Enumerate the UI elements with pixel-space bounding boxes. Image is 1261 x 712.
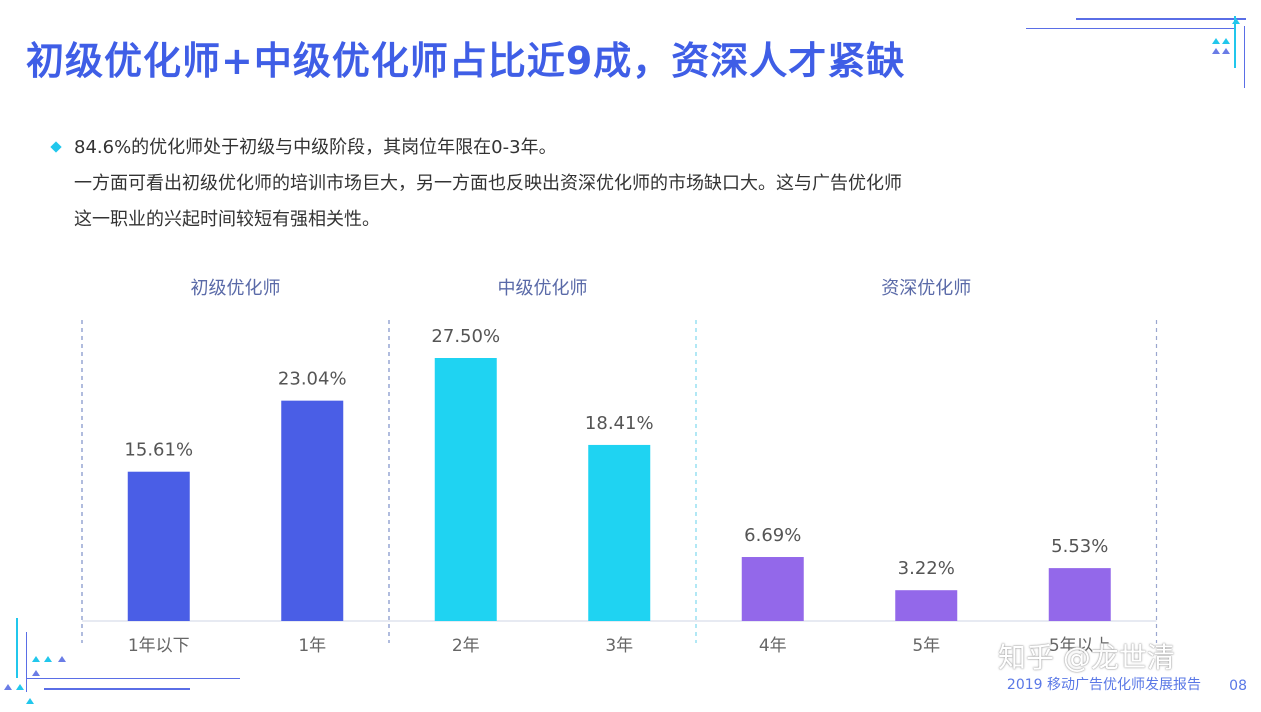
bar (1048, 568, 1111, 621)
bar (281, 400, 344, 621)
bar (895, 590, 958, 621)
data-label: 6.69% (744, 525, 801, 546)
bullet-item: 这一职业的兴起时间较短有强相关性。 (50, 202, 902, 238)
x-tick-label: 1年以下 (128, 636, 190, 656)
bar (127, 471, 190, 621)
data-label: 23.04% (278, 369, 347, 390)
watermark: 知乎 @龙世清 (998, 641, 1175, 674)
group-label: 初级优化师 (191, 278, 281, 299)
x-tick-label: 5年以上 (1049, 636, 1111, 656)
bullet-list: 84.6%的优化师处于初级与中级阶段，其岗位年限在0-3年。 一方面可看出初级优… (50, 130, 902, 238)
data-label: 27.50% (431, 326, 500, 347)
bullet-text: 84.6%的优化师处于初级与中级阶段，其岗位年限在0-3年。 (74, 137, 557, 158)
bullet-text: 这一职业的兴起时间较短有强相关性。 (74, 209, 380, 230)
page-number: 08 (1229, 678, 1247, 694)
bottom-left-decoration (4, 618, 244, 708)
x-tick-label: 5年 (912, 636, 940, 656)
x-tick-label: 2年 (452, 636, 480, 656)
x-tick-label: 4年 (759, 636, 787, 656)
data-label: 18.41% (585, 413, 654, 434)
data-label: 5.53% (1051, 536, 1108, 557)
bar (741, 557, 804, 621)
page-title: 初级优化师+中级优化师占比近9成，资深人才紧缺 (26, 39, 906, 83)
data-label: 3.22% (898, 558, 955, 579)
x-tick-label: 1年 (298, 636, 326, 656)
bar (434, 358, 497, 621)
bar (588, 444, 651, 621)
bullet-item: 84.6%的优化师处于初级与中级阶段，其岗位年限在0-3年。 (50, 130, 902, 166)
bullet-text: 一方面可看出初级优化师的培训市场巨大，另一方面也反映出资深优化师的市场缺口大。这… (74, 173, 902, 194)
top-right-decoration (1026, 16, 1251, 96)
data-label: 15.61% (124, 440, 193, 461)
group-label: 资深优化师 (881, 278, 971, 299)
footer-report-name: 2019 移动广告优化师发展报告 (1006, 677, 1201, 693)
bullet-item: 一方面可看出初级优化师的培训市场巨大，另一方面也反映出资深优化师的市场缺口大。这… (50, 166, 902, 202)
group-label: 中级优化师 (498, 278, 588, 299)
x-tick-label: 3年 (605, 636, 633, 656)
